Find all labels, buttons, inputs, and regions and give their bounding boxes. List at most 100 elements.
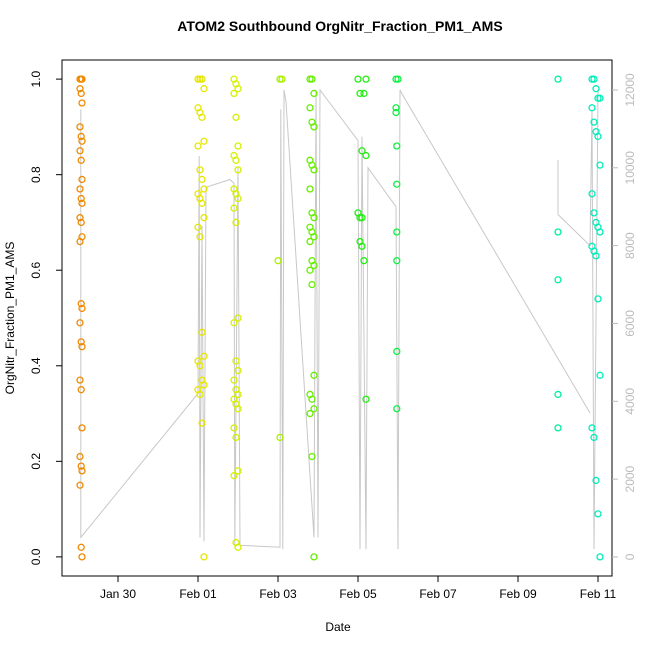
point [274,257,282,265]
point [590,118,598,126]
point [77,132,85,141]
point [196,362,204,370]
point [393,228,401,236]
point [310,553,318,561]
point [196,233,204,241]
point [196,390,204,399]
point [200,214,208,222]
point [594,132,602,141]
point [198,75,206,83]
y-tick-label: 1.0 [29,70,43,87]
point [198,199,206,207]
point [76,185,84,193]
x-tick-label: Feb 07 [419,587,457,601]
point [198,113,206,121]
point [358,147,366,155]
point [76,481,84,489]
point [356,89,364,98]
point [200,381,208,389]
point [234,366,242,375]
point [196,166,204,174]
x-tick-label: Feb 11 [580,587,617,601]
point [592,252,600,260]
point [78,199,86,207]
point [554,75,562,83]
point [392,108,400,117]
point [306,266,314,274]
point [392,104,400,112]
point [590,209,598,217]
y-tick-label: 0.4 [29,357,43,374]
point [78,343,86,351]
point [393,405,401,413]
x-tick-label: Feb 01 [179,587,217,601]
point [78,175,86,184]
y2-tick-label: 4000 [623,388,637,415]
point [78,75,86,83]
point [360,257,368,265]
point [554,390,562,399]
point [594,295,602,303]
point [200,553,208,561]
point [354,75,362,83]
point [230,424,238,432]
point [310,89,318,98]
point [592,476,600,485]
point [394,75,402,83]
point [554,228,562,236]
point [230,89,238,98]
point [234,467,242,475]
point [194,142,202,150]
point [77,338,85,346]
point [393,257,401,265]
point [230,319,238,327]
point [78,99,86,107]
point [198,419,206,427]
y-tick-label: 0.0 [29,548,43,565]
x-tick-label: Jan 30 [100,587,136,601]
altitude-line [557,89,599,550]
point [76,376,84,384]
point [310,371,318,379]
point [310,214,318,222]
point [230,204,238,212]
plot-box [61,59,613,577]
x-tick-label: Feb 03 [259,587,297,601]
point [362,395,370,403]
point [77,462,85,470]
point [592,85,600,93]
point [200,352,208,360]
point [78,467,86,475]
point [76,147,84,155]
point [362,151,370,160]
point [358,214,366,222]
x-tick-label: Feb 05 [339,587,377,601]
point [77,218,85,227]
point [234,166,242,174]
point [393,347,401,356]
point [77,89,85,98]
point [308,395,316,403]
point [232,433,240,442]
point [554,276,562,284]
point [308,452,316,461]
y2-tick-label: 2000 [623,465,637,492]
point [362,75,370,83]
point [596,371,604,379]
point [234,142,242,150]
point [594,510,602,518]
point [234,314,242,322]
point [306,104,314,112]
point [360,89,368,98]
point [232,357,240,365]
point [276,433,284,442]
point [234,390,242,399]
point [76,214,84,222]
point [200,185,208,193]
point [590,75,598,83]
point [232,156,240,164]
point [78,304,86,313]
point [200,137,208,145]
